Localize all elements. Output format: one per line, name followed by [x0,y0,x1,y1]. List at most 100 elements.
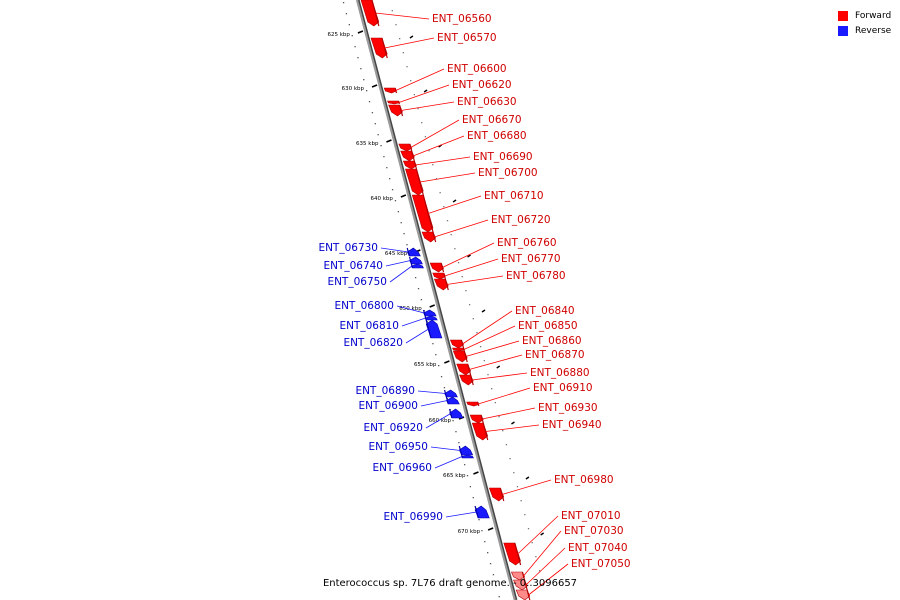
forward-gene-arrow[interactable] [387,100,400,105]
gene-ent-06730[interactable] [406,247,421,257]
gene-ent-06870[interactable] [456,363,472,376]
gene-label[interactable]: ENT_06870 [525,349,585,361]
label-leader-line [395,68,445,91]
gene-ent-06900[interactable] [445,396,460,405]
gene-label[interactable]: ENT_07040 [568,542,628,554]
gene-label[interactable]: ENT_06860 [522,335,582,347]
forward-gene-arrow[interactable] [398,143,413,152]
gene-ent-06910[interactable] [466,401,480,407]
ruler-dot [484,541,486,543]
gene-label[interactable]: ENT_06760 [497,237,557,249]
gene-ent-06750[interactable] [410,263,424,269]
gene-label[interactable]: ENT_06800 [334,300,394,312]
gene-ent-06630[interactable] [388,104,404,117]
gene-ent-06770[interactable] [432,272,446,280]
ruler-dot [400,222,402,224]
gene-ent-06890[interactable] [443,389,458,398]
gene-ent-06920[interactable] [448,408,464,419]
gene-label[interactable]: ENT_06620 [452,79,512,91]
gene-label[interactable]: ENT_06600 [447,63,507,75]
gene-label[interactable]: ENT_06920 [363,422,423,434]
gene-label[interactable]: ENT_06630 [457,96,517,108]
gene-label[interactable]: ENT_06850 [518,320,578,332]
gene-ent-06950[interactable] [458,445,474,456]
forward-gene-arrow[interactable] [452,350,468,363]
forward-gene-arrow[interactable] [360,0,380,27]
forward-gene-arrow[interactable] [429,262,444,273]
gene-ent-06930[interactable] [469,414,484,424]
forward-gene-arrow[interactable] [383,87,397,94]
gene-ent-06840[interactable] [449,339,465,349]
forward-gene-arrow[interactable] [510,571,525,581]
gene-ent-06990[interactable] [474,505,490,519]
gene-label[interactable]: ENT_06960 [372,462,432,474]
gene-label[interactable]: ENT_06710 [484,190,544,202]
gene-label[interactable]: ENT_06980 [554,474,614,486]
gene-ent-06690[interactable] [402,160,418,170]
gene-label[interactable]: ENT_06950 [368,441,428,453]
forward-gene-arrow[interactable] [405,168,424,196]
forward-gene-arrow[interactable] [469,414,484,424]
gene-ent-06850[interactable] [452,347,465,352]
forward-gene-arrow[interactable] [449,339,464,349]
gene-label[interactable]: ENT_06840 [515,305,575,317]
gene-ent-06780[interactable] [433,278,449,291]
gene-label[interactable]: ENT_06700 [478,167,538,179]
forward-gene-arrow[interactable] [432,272,446,280]
forward-gene-arrow[interactable] [456,363,471,376]
forward-gene-arrow[interactable] [488,487,505,502]
gene-label[interactable]: ENT_06750 [327,276,387,288]
gene-ent-07050[interactable] [515,589,531,600]
gene-label[interactable]: ENT_07050 [571,558,631,570]
gene-label[interactable]: ENT_06690 [473,151,533,163]
gene-label[interactable]: ENT_06670 [462,114,522,126]
forward-gene-arrow[interactable] [466,401,480,407]
reverse-gene-arrow[interactable] [411,263,424,269]
forward-gene-arrow[interactable] [402,160,417,170]
gene-label[interactable]: ENT_07010 [561,510,621,522]
forward-gene-arrow[interactable] [459,374,474,386]
forward-gene-arrow[interactable] [452,347,465,352]
forward-gene-arrow[interactable] [388,104,403,117]
forward-gene-arrow[interactable] [433,278,449,291]
gene-ent-06670[interactable] [398,143,413,152]
forward-gene-arrow[interactable] [400,150,415,162]
gene-ent-06620[interactable] [387,100,400,105]
gene-label[interactable]: ENT_06810 [339,320,399,332]
gene-ent-06740[interactable] [409,256,423,265]
gene-ent-06720[interactable] [421,231,437,243]
gene-ent-06680[interactable] [400,150,415,162]
gene-label[interactable]: ENT_06570 [437,32,497,44]
gene-label[interactable]: ENT_06910 [533,382,593,394]
gene-label[interactable]: ENT_06990 [383,511,443,523]
reverse-gene-arrow[interactable] [424,315,438,321]
gene-label[interactable]: ENT_06720 [491,214,551,226]
gene-ent-06960[interactable] [461,454,474,459]
gene-label[interactable]: ENT_06820 [343,337,403,349]
gene-label[interactable]: ENT_06740 [323,260,383,272]
gene-label[interactable]: ENT_06900 [358,400,418,412]
gene-ent-06600[interactable] [383,87,398,94]
gene-ent-06800[interactable] [422,309,437,317]
forward-gene-arrow[interactable] [515,589,531,600]
gene-label[interactable]: ENT_06560 [432,13,492,25]
forward-gene-arrow[interactable] [411,194,434,233]
gene-ent-06860[interactable] [452,350,468,363]
gene-ent-06810[interactable] [424,315,438,321]
gene-label[interactable]: ENT_06880 [530,367,590,379]
gene-ent-06760[interactable] [429,262,445,273]
gene-label[interactable]: ENT_06940 [542,419,602,431]
gene-ent-07010[interactable] [503,542,522,566]
reverse-gene-arrow[interactable] [461,454,474,459]
gene-ent-06980[interactable] [488,487,505,502]
forward-gene-arrow[interactable] [421,231,437,243]
gene-label[interactable]: ENT_06780 [506,270,566,282]
gene-label[interactable]: ENT_06930 [538,402,598,414]
gene-label[interactable]: ENT_06730 [318,242,378,254]
gene-label[interactable]: ENT_06770 [501,253,561,265]
gene-label[interactable]: ENT_06680 [467,130,527,142]
forward-gene-arrow[interactable] [513,579,528,591]
gene-ent-06880[interactable] [459,374,474,386]
gene-label[interactable]: ENT_07030 [564,525,624,537]
gene-label[interactable]: ENT_06890 [355,385,415,397]
